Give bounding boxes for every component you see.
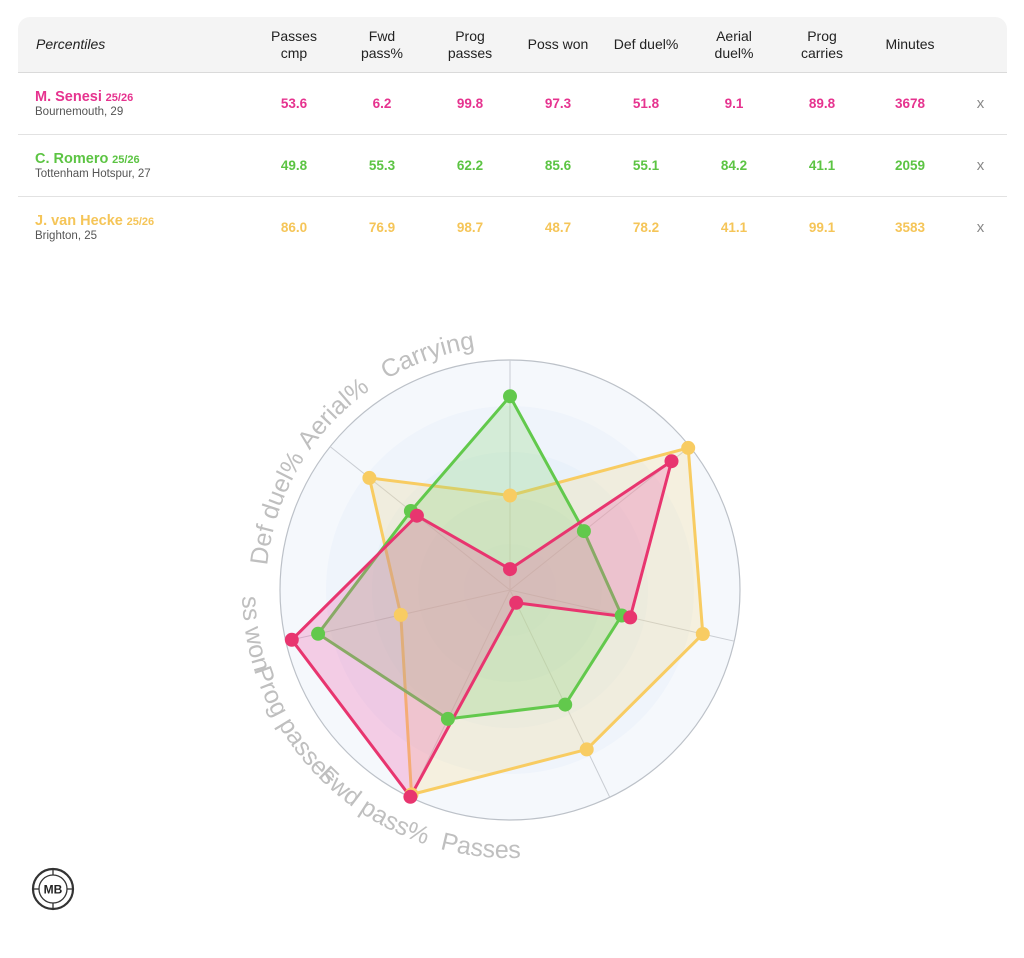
column-header-line: Fwd xyxy=(368,27,396,44)
stat-value: 53.6 xyxy=(250,72,338,135)
stat-value: 89.8 xyxy=(778,72,866,135)
player-cell: J. van Hecke 25/26 Brighton, 25 xyxy=(18,197,250,259)
player-team: Tottenham Hotspur, 27 xyxy=(35,168,151,180)
table-header-row: Percentiles Passes cmp Fwd pass% Prog passe… xyxy=(18,17,1007,73)
player-name-line[interactable]: M. Senesi 25/26 xyxy=(35,89,250,105)
stat-value: 3583 xyxy=(894,220,926,235)
stat-value: 97.3 xyxy=(514,72,602,135)
remove-player-button[interactable]: x xyxy=(954,134,1007,197)
column-header-line: carries xyxy=(800,44,843,61)
remove-player-button[interactable]: x xyxy=(954,72,1007,135)
stat-value: 84.2 xyxy=(690,134,778,197)
data-point xyxy=(409,508,424,523)
data-point xyxy=(403,789,418,804)
data-point xyxy=(503,389,517,404)
player-cell: M. Senesi 25/26 Bournemouth, 29 xyxy=(18,72,250,135)
data-point xyxy=(664,454,679,469)
series-area xyxy=(290,459,673,799)
data-point xyxy=(576,524,591,539)
stat-value: 55.1 xyxy=(602,134,690,197)
player-name-line[interactable]: J. van Hecke 25/26 xyxy=(35,213,250,229)
data-point xyxy=(579,742,594,757)
player-team: Brighton, 25 xyxy=(35,230,98,242)
player-name[interactable]: C. Romero xyxy=(35,151,109,167)
stat-value: 49.8 xyxy=(250,134,338,197)
player-cell: C. Romero 25/26 Tottenham Hotspur, 27 xyxy=(18,134,250,197)
logo-text: MB xyxy=(44,883,63,897)
stat-value: 98.7 xyxy=(456,220,484,235)
data-point xyxy=(681,440,696,455)
column-header[interactable]: Poss won xyxy=(514,17,602,73)
player-name-line[interactable]: C. Romero 25/26 xyxy=(35,151,250,167)
percentiles-header: Percentiles xyxy=(18,17,250,73)
column-header[interactable]: Prog passes xyxy=(426,17,514,73)
data-point xyxy=(440,711,455,726)
stat-value: 41.1 xyxy=(720,220,748,235)
column-header-line: Minutes xyxy=(885,36,935,52)
axis-label-text: Passes xyxy=(438,827,521,860)
table-row: J. van Hecke 25/26 Brighton, 25 86.0 76.9 98… xyxy=(18,197,1007,259)
stat-value: 76.9 xyxy=(368,220,396,235)
percentiles-table-container: Percentiles Passes cmp Fwd pass% Prog passe… xyxy=(18,17,1007,258)
column-header-empty xyxy=(954,17,1007,73)
player-season: 25/26 xyxy=(126,216,155,228)
column-header[interactable]: Def duel% xyxy=(602,17,690,73)
column-header-line: pass% xyxy=(360,44,404,61)
radar-spoke xyxy=(409,589,511,798)
player-name[interactable]: J. van Hecke xyxy=(35,213,123,229)
column-header[interactable]: Prog carries xyxy=(778,17,866,73)
data-point xyxy=(284,632,299,647)
column-header-line: duel% xyxy=(714,44,754,61)
stat-value: 62.2 xyxy=(426,134,514,197)
table-row: C. Romero 25/26 Tottenham Hotspur, 27 49.8… xyxy=(18,134,1007,197)
player-season: 25/26 xyxy=(112,154,140,166)
data-point xyxy=(558,697,573,712)
mb-logo: MB xyxy=(31,867,75,911)
stat-value: 86.0 xyxy=(280,220,308,235)
table-row: M. Senesi 25/26 Bournemouth, 29 53.6 6.2 99.… xyxy=(18,72,1007,135)
data-point xyxy=(311,626,326,641)
stat-value: 6.2 xyxy=(338,72,426,135)
column-header[interactable]: Fwd pass% xyxy=(338,17,426,73)
column-header-line: cmp xyxy=(280,44,308,61)
column-header-line: Passes xyxy=(271,27,317,44)
stat-value: 3678 xyxy=(866,72,954,135)
column-header[interactable]: Aerial duel% xyxy=(690,17,778,73)
player-season: 25/26 xyxy=(105,92,134,104)
player-team: Bournemouth, 29 xyxy=(35,106,124,118)
data-point xyxy=(509,595,524,610)
stat-value: 99.8 xyxy=(426,72,514,135)
column-header-line: Aerial xyxy=(716,27,752,44)
column-header-line: passes xyxy=(447,44,493,61)
player-name[interactable]: M. Senesi xyxy=(35,89,102,105)
data-point xyxy=(623,610,638,625)
stat-value: 41.1 xyxy=(778,134,866,197)
stat-value: 51.8 xyxy=(602,72,690,135)
stat-value: 55.3 xyxy=(338,134,426,197)
stat-value: 78.2 xyxy=(632,220,660,235)
stat-value: 2059 xyxy=(866,134,954,197)
percentiles-table: Percentiles Passes cmp Fwd pass% Prog passe… xyxy=(18,17,1007,258)
column-header-line: Poss won xyxy=(527,36,589,52)
stat-value: 9.1 xyxy=(690,72,778,135)
data-point xyxy=(695,627,710,641)
column-header-line: Def duel% xyxy=(613,36,679,52)
data-point xyxy=(503,488,517,503)
series-area xyxy=(316,394,624,721)
data-point xyxy=(393,607,408,622)
stat-value: 85.6 xyxy=(514,134,602,197)
column-header-line: Prog xyxy=(455,27,485,44)
axis-label: Passes xyxy=(438,827,521,860)
radar-spoke xyxy=(509,589,611,798)
data-point xyxy=(503,562,517,577)
column-header[interactable]: Minutes xyxy=(866,17,954,73)
remove-player-button[interactable]: x xyxy=(976,219,985,236)
stat-value: 99.1 xyxy=(808,220,836,235)
column-header[interactable]: Passes cmp xyxy=(250,17,338,73)
stat-value: 48.7 xyxy=(544,220,572,235)
data-point xyxy=(362,470,377,485)
column-header-line: Prog xyxy=(807,27,837,44)
